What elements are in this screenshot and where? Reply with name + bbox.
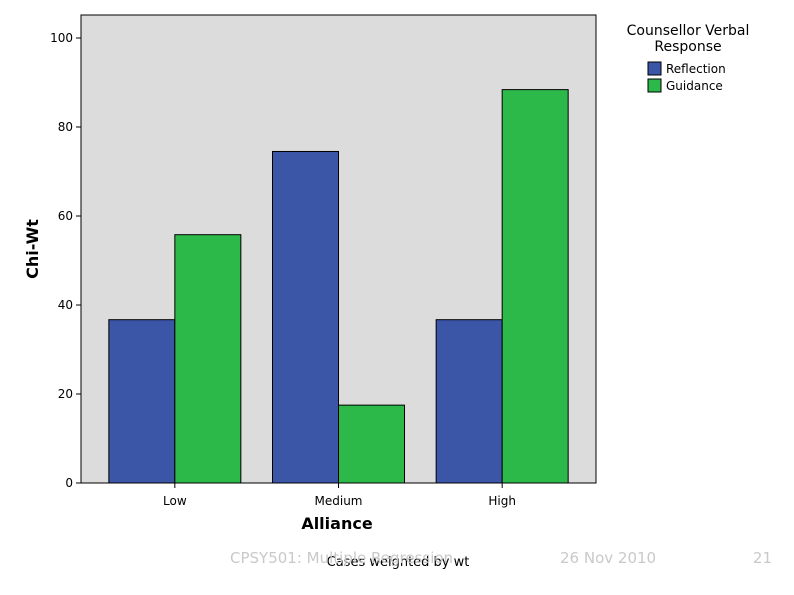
- bar-reflection-low: [108, 319, 176, 484]
- y-tick-label: 20: [58, 387, 73, 401]
- bar-guidance-low: [174, 234, 242, 484]
- legend: Counsellor Verbal Response Reflection Gu…: [627, 23, 750, 93]
- y-tick-label: 100: [50, 31, 73, 45]
- legend-title-line-2: Response: [654, 39, 721, 55]
- x-axis: Low Medium High: [163, 483, 516, 508]
- y-axis-label: Chi-Wt: [23, 219, 42, 279]
- y-tick-label: 60: [58, 209, 73, 223]
- slide-date: 26 Nov 2010: [560, 549, 656, 567]
- legend-label-reflection: Reflection: [666, 62, 726, 76]
- slide-page-number: 21: [753, 549, 772, 567]
- bar-guidance-high: [501, 89, 569, 484]
- bar-reflection-medium: [272, 150, 339, 484]
- bars: [108, 89, 569, 484]
- x-axis-label: Alliance: [301, 514, 373, 533]
- cases-weighted-note: Cases weighted by wt: [327, 555, 470, 570]
- y-axis: 0 20 40 60 80 100: [50, 31, 81, 490]
- bar-guidance-medium: [338, 404, 405, 484]
- slide-course-label: CPSY501: Multiple Regression: [230, 549, 453, 567]
- y-tick-label: 80: [58, 120, 73, 134]
- y-tick-label: 40: [58, 298, 73, 312]
- legend-title-line-1: Counsellor Verbal: [627, 23, 750, 39]
- x-tick-label: Medium: [315, 494, 363, 508]
- bar-reflection-high: [435, 319, 503, 484]
- legend-swatch-reflection: [647, 61, 662, 76]
- legend-label-guidance: Guidance: [666, 79, 723, 93]
- x-tick-label: High: [488, 494, 516, 508]
- legend-swatch-guidance: [647, 78, 662, 93]
- x-tick-label: Low: [163, 494, 187, 508]
- y-tick-label: 0: [65, 476, 73, 490]
